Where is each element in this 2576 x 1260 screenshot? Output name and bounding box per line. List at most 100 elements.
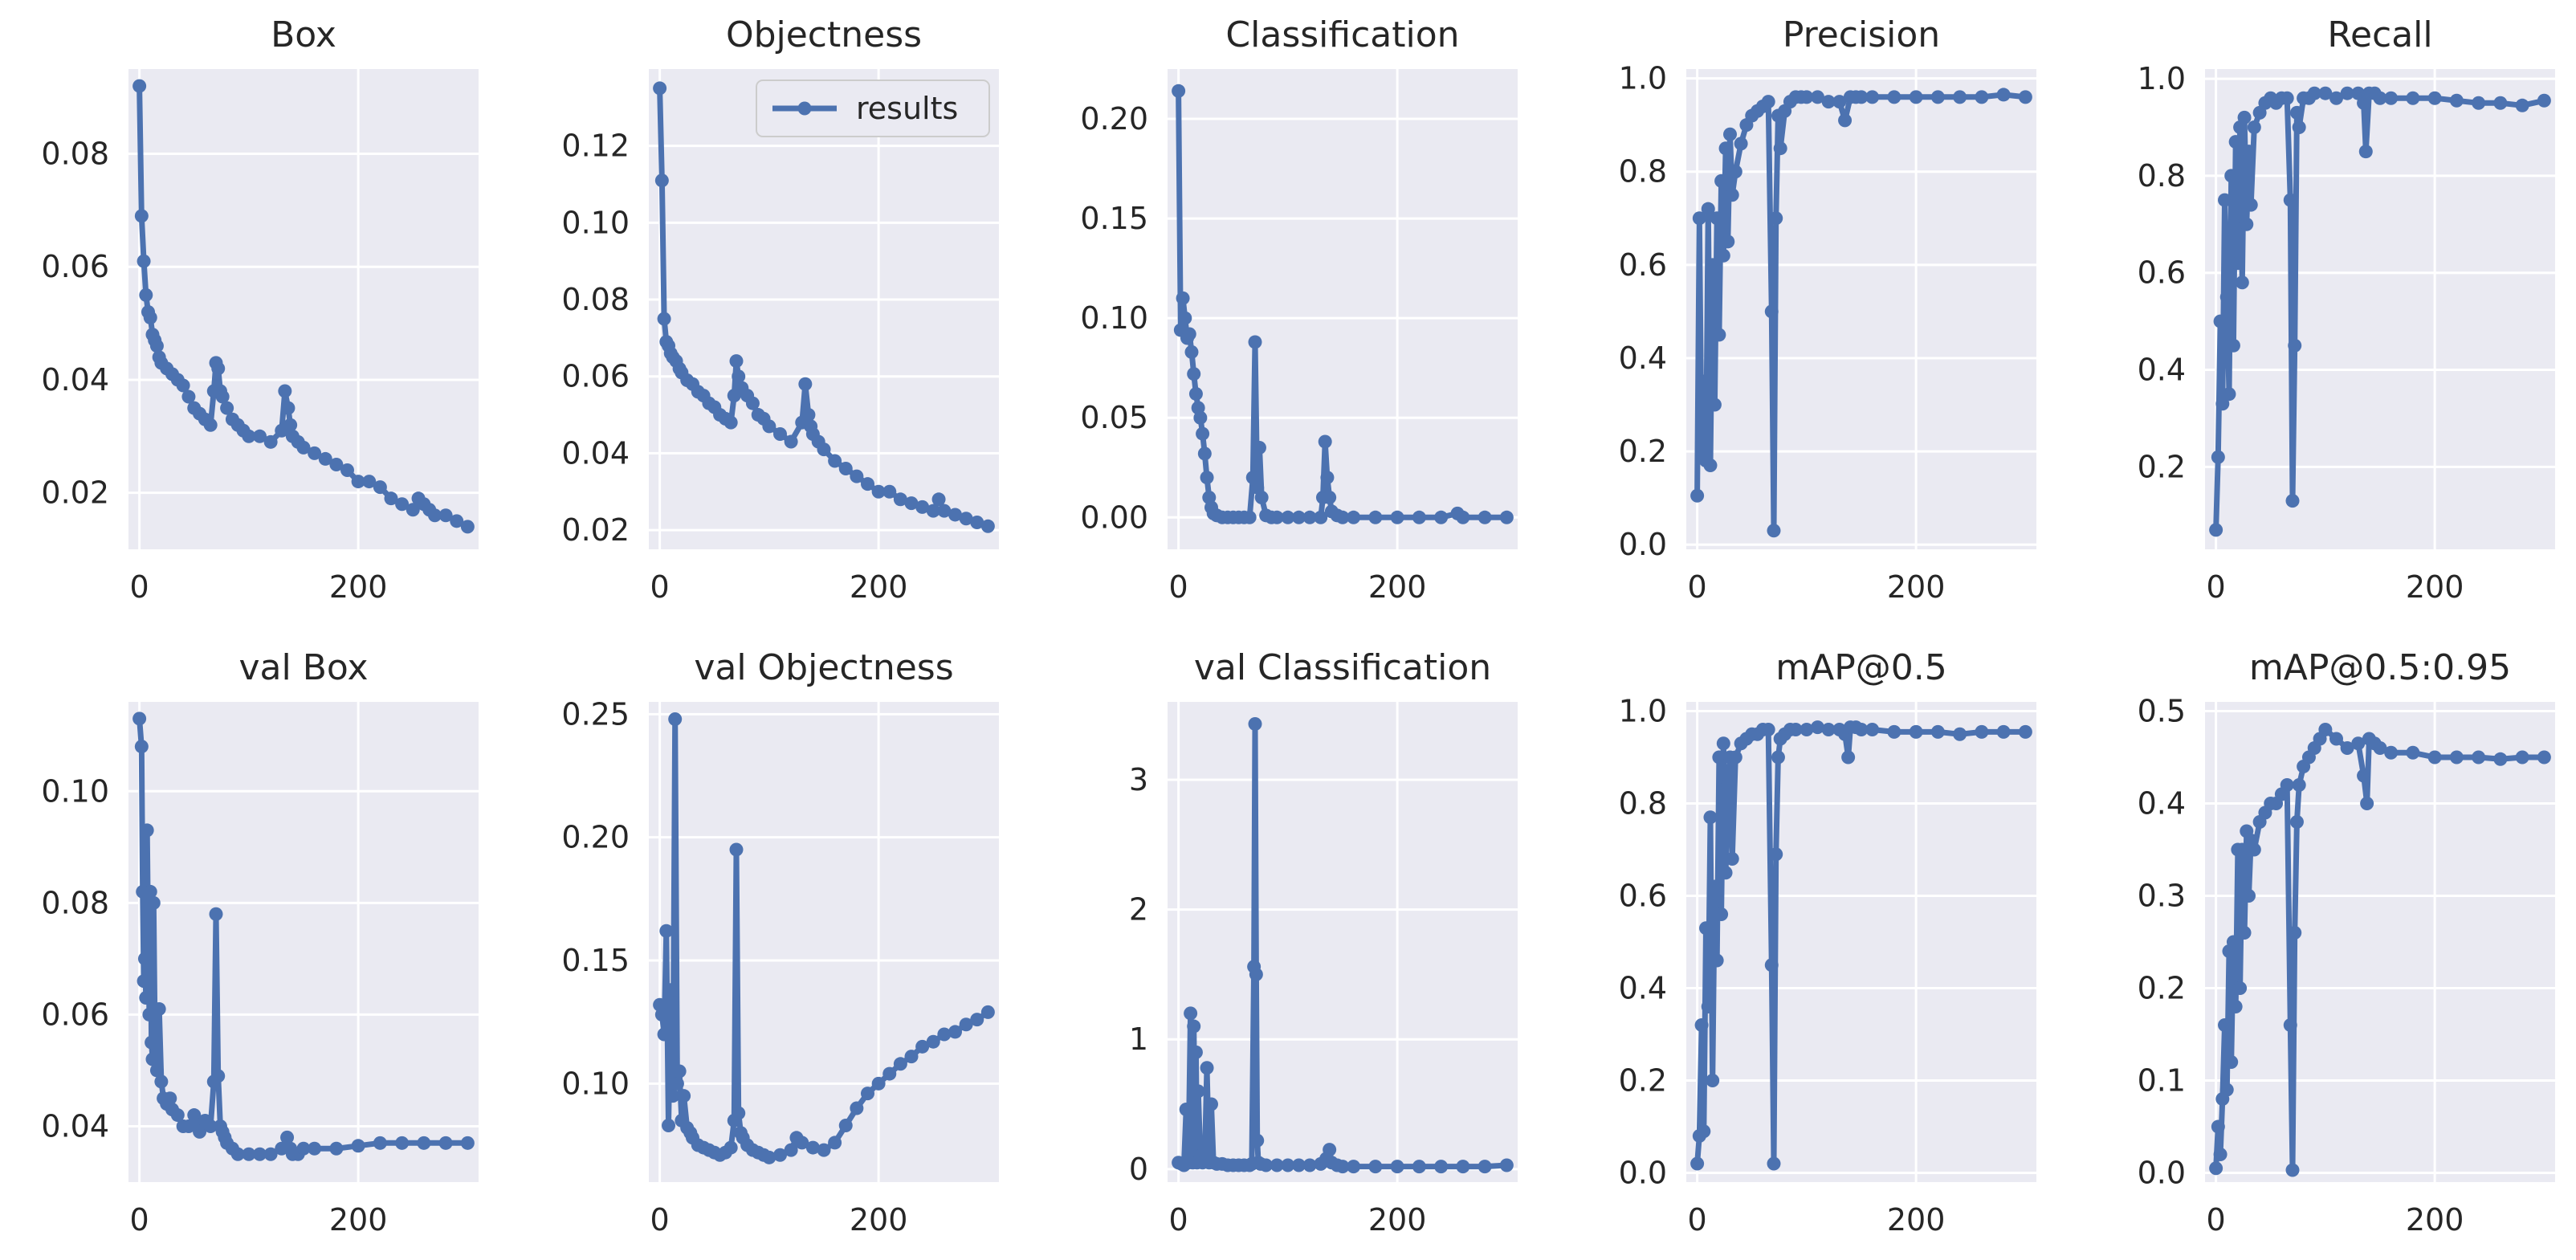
y-tick-label: 0.06: [41, 249, 109, 284]
data-point: [1335, 510, 1350, 524]
data-point: [1368, 1160, 1383, 1174]
plot-area: [128, 702, 479, 1182]
data-point: [1841, 750, 1856, 765]
data-point: [329, 1141, 344, 1156]
data-point: [1196, 426, 1210, 441]
data-point: [2240, 217, 2254, 231]
y-tick-label: 3: [1129, 762, 1148, 797]
data-point: [2213, 1148, 2228, 1161]
data-point: [959, 1017, 973, 1032]
data-point: [1703, 810, 1718, 825]
data-point: [2329, 91, 2343, 105]
data-point: [2449, 750, 2464, 765]
data-point: [2280, 778, 2294, 792]
data-point: [732, 369, 746, 384]
data-point: [732, 1106, 746, 1120]
data-point: [1292, 1158, 1306, 1172]
data-point: [1821, 723, 1836, 736]
x-tick-label: 0: [1688, 1202, 1707, 1238]
y-tick-label: 0.5: [2138, 694, 2186, 729]
data-point: [1734, 137, 1748, 151]
data-point: [181, 389, 196, 404]
data-point: [2384, 745, 2399, 760]
data-point: [2307, 86, 2321, 100]
data-point: [657, 312, 671, 326]
data-point: [1706, 258, 1720, 272]
data-point: [773, 426, 787, 441]
data-point: [801, 408, 816, 422]
chart-title: Box: [271, 14, 336, 55]
data-point: [2218, 193, 2232, 207]
data-point: [1179, 1102, 1193, 1116]
data-point: [2351, 736, 2366, 751]
data-point: [1697, 374, 1711, 389]
data-point: [1456, 1160, 1470, 1174]
data-point: [1252, 440, 1266, 455]
data-point: [2340, 86, 2354, 100]
data-point: [1320, 471, 1335, 485]
data-point: [1187, 1019, 1201, 1034]
x-tick-label: 0: [650, 569, 670, 605]
data-point: [1184, 1006, 1198, 1021]
data-point: [948, 508, 962, 522]
data-point: [149, 339, 164, 353]
data-point: [1811, 720, 1824, 735]
x-tick-label: 0: [2207, 1202, 2226, 1238]
data-point: [2228, 1000, 2243, 1013]
data-point: [1314, 510, 1328, 524]
data-point: [2515, 750, 2529, 765]
data-point: [2211, 1119, 2225, 1134]
data-point: [1887, 90, 1901, 104]
chart-panel-recall: 0 200 0.2 0.4 0.6 0.8 1.0 Recall: [2138, 14, 2555, 605]
data-point: [784, 434, 798, 449]
y-tick-label: 0.10: [1080, 300, 1148, 336]
data-point: [861, 1087, 874, 1101]
data-point: [1434, 1160, 1449, 1174]
data-point: [2515, 98, 2529, 112]
chart-title: Recall: [2327, 14, 2432, 55]
data-point: [657, 1027, 671, 1042]
data-point: [1767, 524, 1781, 538]
data-point: [1248, 716, 1262, 731]
data-point: [1478, 1160, 1492, 1174]
data-point: [154, 1074, 169, 1089]
data-point: [2237, 926, 2252, 940]
data-point: [1188, 386, 1203, 401]
data-point: [1821, 95, 1836, 109]
x-tick-label: 200: [850, 1202, 908, 1238]
data-point: [1499, 510, 1514, 524]
plot-area: [1686, 702, 2036, 1182]
x-tick-label: 200: [2406, 569, 2464, 605]
data-point: [215, 389, 230, 404]
data-point: [2537, 93, 2551, 108]
data-point: [209, 907, 223, 921]
data-point: [1690, 1156, 1705, 1171]
data-point: [1701, 202, 1715, 216]
data-point: [2237, 110, 2252, 124]
data-point: [1838, 113, 1853, 128]
data-point: [1800, 723, 1814, 736]
data-point: [723, 415, 738, 430]
data-point: [2242, 889, 2256, 903]
data-point: [1499, 1158, 1514, 1172]
legend-box: [756, 80, 990, 137]
data-point: [1721, 778, 1735, 792]
data-point: [253, 1147, 267, 1161]
data-point: [1302, 1158, 1317, 1172]
data-point: [2318, 86, 2333, 100]
x-tick-label: 0: [1688, 569, 1707, 605]
data-point: [2427, 91, 2442, 105]
y-tick-label: 0.10: [41, 773, 109, 809]
data-point: [1248, 335, 1262, 349]
chart-title: mAP@0.5:0.95: [2249, 647, 2511, 688]
y-tick-label: 0.3: [2138, 879, 2186, 914]
data-point: [893, 492, 907, 507]
data-point: [1703, 458, 1718, 472]
data-point: [1249, 967, 1263, 981]
data-point: [798, 377, 813, 391]
data-point: [1184, 345, 1199, 359]
data-point: [143, 311, 157, 325]
data-point: [937, 504, 952, 518]
data-point: [882, 484, 897, 499]
y-tick-label: 0.2: [1619, 1063, 1667, 1099]
